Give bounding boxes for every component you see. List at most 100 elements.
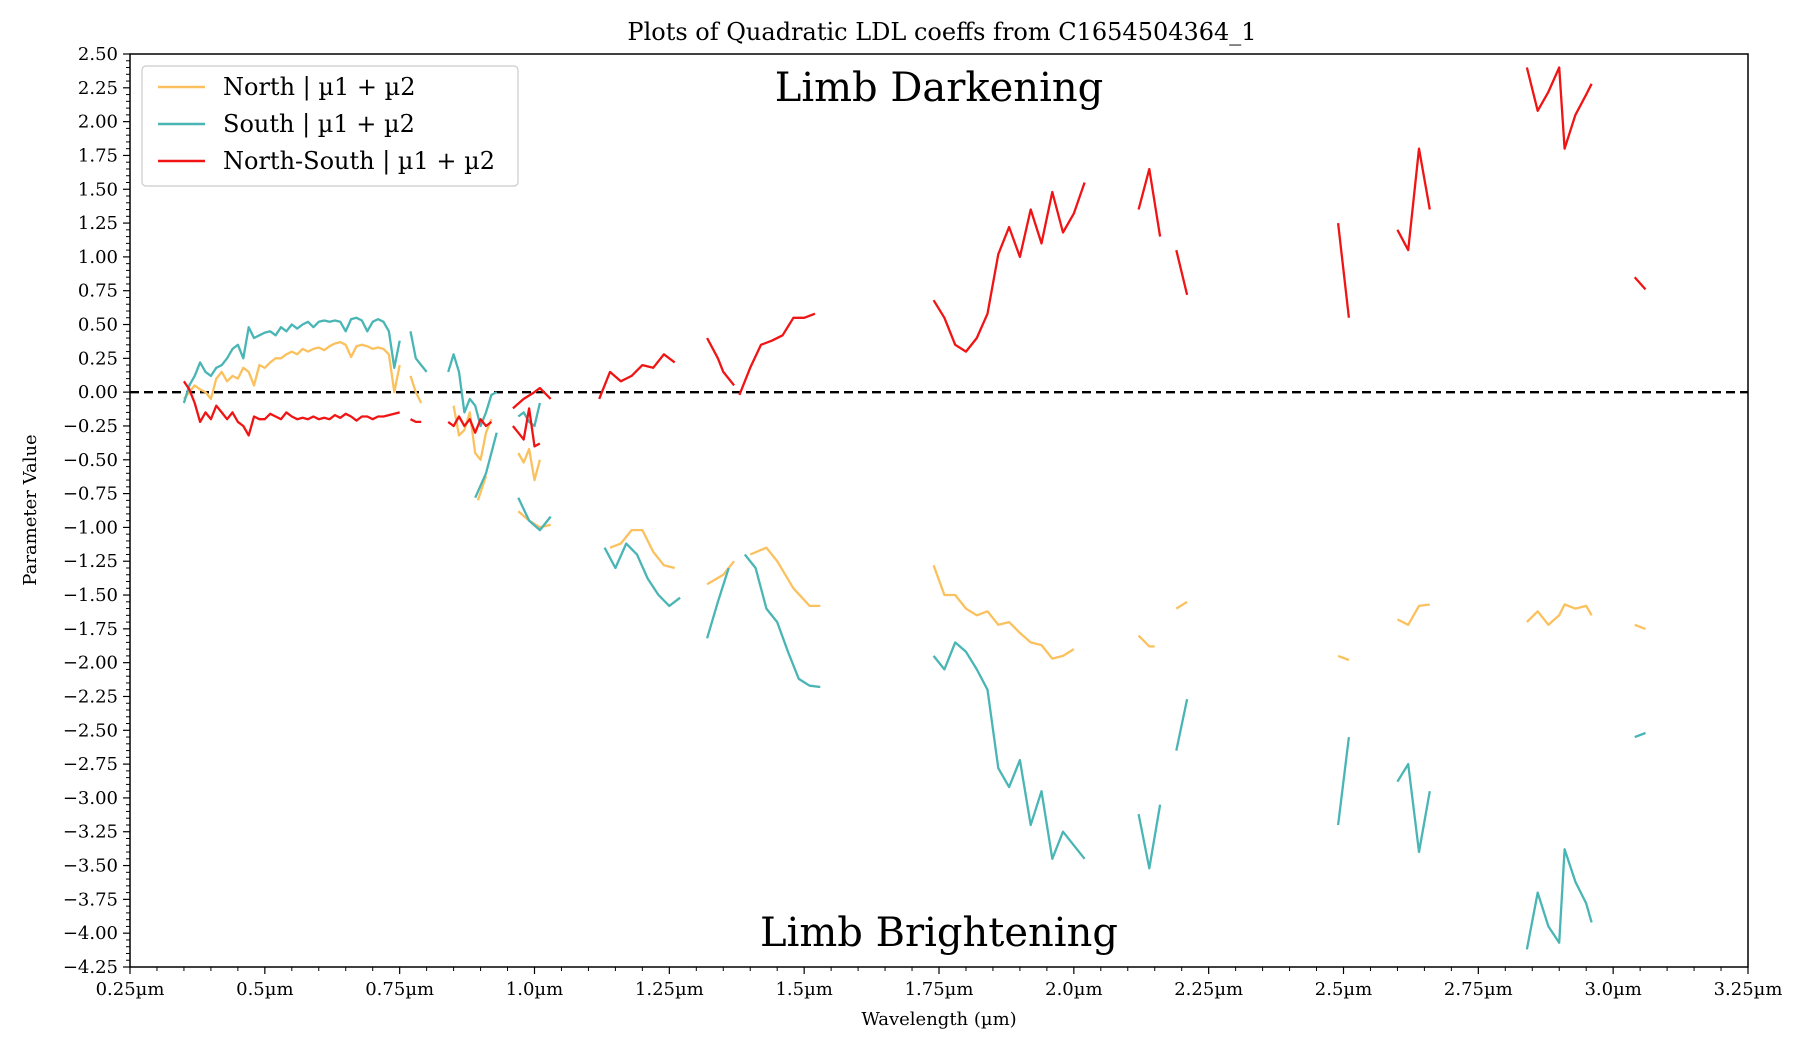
series-line-segment [598,353,676,400]
y-tick-label: 1.75 [78,145,118,166]
series-line-segment [932,641,1086,860]
annotation-label: Limb Brightening [760,910,1118,956]
y-tick-label: −1.00 [63,517,118,538]
series-line-segment [447,415,493,434]
series-line-segment [1336,222,1351,318]
chart-title: Plots of Quadratic LDL coeffs from C1654… [627,18,1256,46]
x-tick-label: 2.25µm [1174,979,1243,1000]
series-line-segment [749,546,821,608]
series-line-segment [1137,804,1162,870]
legend-entry: North | µ1 + µ2 [223,73,415,102]
series-line-segment [705,567,730,639]
y-tick-label: 2.00 [78,112,118,133]
x-axis-ticks: 0.25µm 0.5µm 0.75µm 1.0µm 1.25µm 1.5µm 1.75µm 2… [96,967,1782,1000]
y-tick-label: −4.00 [63,923,118,944]
series-1 [182,316,1646,950]
series-line-segment [1396,147,1431,252]
y-tick-label: −3.75 [63,889,118,910]
series-line-segment [512,386,552,410]
legend-box [141,65,519,187]
y-axis-ticks: 2.50 2.25 2.00 1.75 1.50 1.25 1.00 0.75 0.50 0.25… [63,44,130,978]
series-line-segment [182,316,401,404]
y-tick-label: −3.25 [63,822,118,843]
series-line-segment [409,375,423,404]
x-tick-label: 1.25µm [635,979,704,1000]
series-line-segment [182,380,400,437]
series-line-segment [517,402,542,428]
x-tick-label: 0.75µm [365,979,434,1000]
series-line-segment [706,560,735,586]
x-tick-label: 1.0µm [506,979,563,1000]
series-line-segment [409,418,422,424]
y-tick-label: −1.25 [63,551,118,572]
plot-area [130,66,1748,950]
series-line-segment [452,405,493,461]
y-tick-label: −2.00 [63,653,118,674]
series-line-segment [517,497,552,532]
series-line-segment [1175,698,1189,751]
y-tick-label: 2.50 [78,44,118,65]
series-line-segment [517,447,542,482]
series-line-segment [609,528,675,570]
legend: North | µ1 + µ2 South | µ1 + µ2 North-Sout… [141,65,519,187]
y-tick-label: −2.25 [63,686,118,707]
series-line-segment [1137,167,1162,237]
y-tick-label: −3.50 [63,856,118,877]
series-line-segment [1396,762,1431,854]
series-line-segment [1337,654,1350,662]
series-line-segment [1336,736,1351,826]
x-tick-label: 3.0µm [1584,979,1641,1000]
annotations: Limb Darkening Limb Brightening [760,65,1118,956]
series-line-segment [512,407,541,448]
legend-entry: North-South | µ1 + µ2 [223,147,495,176]
y-tick-label: 0.75 [78,281,118,302]
y-tick-label: 1.50 [78,179,118,200]
y-axis-label: Parameter Value [20,434,41,585]
y-tick-label: 0.50 [78,315,118,336]
x-tick-label: 1.75µm [905,979,974,1000]
x-tick-label: 2.0µm [1045,979,1102,1000]
x-tick-label: 2.5µm [1315,979,1372,1000]
series-line-segment [932,564,1075,660]
y-tick-label: 1.00 [78,247,118,268]
series-line-segment [474,432,498,499]
series-line-segment [1175,600,1188,610]
series-0 [182,340,1646,662]
series-line-segment [409,331,428,373]
y-tick-label: 1.25 [78,213,118,234]
x-tick-label: 0.5µm [236,979,293,1000]
annotation-label: Limb Darkening [775,65,1103,111]
series-line-segment [1525,66,1593,150]
x-tick-label: 2.75µm [1444,979,1513,1000]
series-line-segment [1634,623,1646,630]
y-tick-label: −3.00 [63,788,118,809]
y-tick-label: −1.50 [63,585,118,606]
y-tick-label: −0.50 [63,450,118,471]
y-tick-label: 0.25 [78,348,118,369]
y-tick-label: −2.75 [63,754,118,775]
series-line-segment [476,475,488,501]
series-line-segment [1137,634,1155,648]
x-axis-label: Wavelength (µm) [861,1009,1016,1030]
y-tick-label: −4.25 [63,957,118,978]
y-tick-label: −2.50 [63,720,118,741]
series-line-segment [603,542,681,608]
y-tick-label: 2.25 [78,78,118,99]
y-tick-label: 0.00 [78,382,118,403]
series-line-segment [1525,848,1593,950]
x-tick-label: 0.25µm [96,979,165,1000]
series-line-segment [706,337,735,387]
series-line-segment [1526,603,1593,626]
y-tick-label: −0.25 [63,416,118,437]
series-line-segment [1634,731,1646,739]
series-line-segment [1396,603,1430,626]
series-line-segment [738,312,816,396]
series-line-segment [1175,249,1189,296]
x-tick-label: 1.5µm [775,979,832,1000]
series-line-segment [182,340,401,401]
series-line-segment [743,553,821,689]
series-line-segment [447,353,498,428]
y-tick-label: −0.75 [63,484,118,505]
series-line-segment [1633,276,1647,291]
